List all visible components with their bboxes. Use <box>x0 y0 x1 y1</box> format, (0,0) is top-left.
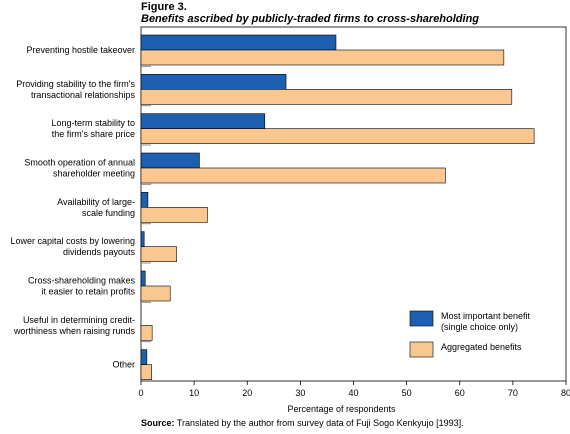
legend-swatch-aggregated <box>409 341 434 358</box>
x-tick-label: 70 <box>508 388 518 398</box>
x-tick-label: 0 <box>138 388 143 398</box>
bar-most-important-3 <box>140 152 200 169</box>
category-label-7-line0: Useful in determining credit- <box>23 315 135 325</box>
chart-subtitle: Benefits ascribed by publicly-traded fir… <box>141 13 480 25</box>
x-tick-label: 80 <box>561 388 570 398</box>
source-note: Source: Translated by the author from su… <box>141 418 464 428</box>
bar-most-important-2 <box>140 113 266 129</box>
bar-most-important-0 <box>140 34 337 51</box>
category-label-4-line0: Availability of large- <box>57 197 135 207</box>
x-tick-label: 60 <box>455 388 465 398</box>
bar-most-important-1 <box>140 74 287 90</box>
category-label-1-line0: Providing stability to the firm's <box>16 79 135 89</box>
source-text: Translated by the author from survey dat… <box>176 418 464 428</box>
category-label-6-line0: Cross-shareholding makes <box>28 276 136 286</box>
source-prefix: Source: <box>141 418 175 428</box>
category-label-2-line1: the firm's share price <box>52 129 135 139</box>
category-label-6-line1: it easier to retain profits <box>41 287 135 297</box>
category-label-3-line0: Smooth operation of annual <box>24 158 135 168</box>
legend-label-most-important-line0: Most important benefit <box>441 311 531 321</box>
category-label-2-line0: Long-term stability to <box>51 118 135 128</box>
bar-aggregated-6 <box>140 285 171 302</box>
bar-aggregated-4 <box>140 207 208 223</box>
category-label-1-line1: transactional relationships <box>31 90 136 100</box>
bar-most-important-4 <box>140 192 149 208</box>
x-axis-title: Percentage of respondents <box>287 404 396 414</box>
bar-aggregated-7 <box>140 325 153 341</box>
category-label-4-line1: scale funding <box>82 208 135 218</box>
x-tick-label: 50 <box>402 388 412 398</box>
bar-most-important-8 <box>140 349 148 365</box>
category-label-5-line0: Lower capital costs by lowering <box>10 236 135 246</box>
bar-aggregated-1 <box>140 89 513 105</box>
x-tick-label: 10 <box>189 388 199 398</box>
legend-label-most-important-line1: (single choice only) <box>441 322 518 332</box>
category-label-7-line1: worthiness when raising runds <box>13 326 136 336</box>
bar-aggregated-2 <box>140 128 535 144</box>
x-tick-label: 20 <box>242 388 252 398</box>
legend-label-aggregated: Aggregated benefits <box>441 342 522 352</box>
legend-swatch-most-important <box>409 310 434 327</box>
figure-label: Figure 3. <box>141 1 187 13</box>
category-label-0: Preventing hostile takeover <box>26 45 135 55</box>
bar-most-important-6 <box>140 270 146 287</box>
category-label-5-line1: dividends payouts <box>63 247 136 257</box>
category-label-3-line1: shareholder meeting <box>53 169 135 179</box>
x-tick-label: 30 <box>295 388 305 398</box>
bar-aggregated-5 <box>140 246 177 262</box>
x-tick-label: 40 <box>348 388 358 398</box>
bar-aggregated-8 <box>140 364 152 380</box>
bar-aggregated-0 <box>140 49 505 66</box>
category-label-8: Other <box>112 360 135 370</box>
bar-most-important-5 <box>140 231 145 247</box>
bar-aggregated-3 <box>140 167 446 184</box>
